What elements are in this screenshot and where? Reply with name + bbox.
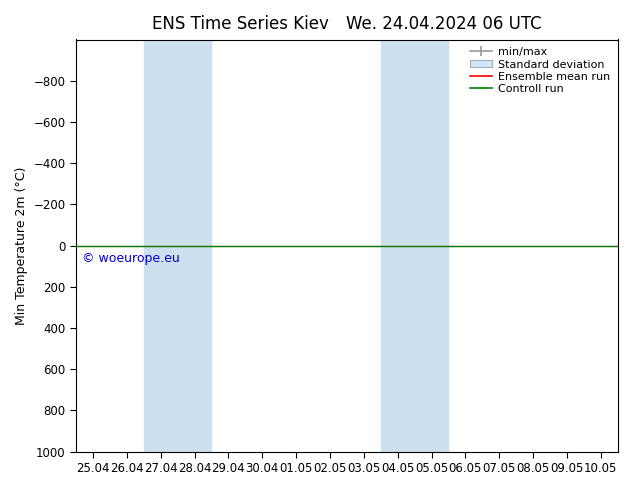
Bar bbox=[144, 40, 212, 452]
Y-axis label: Min Temperature 2m (°C): Min Temperature 2m (°C) bbox=[15, 166, 28, 325]
Text: ENS Time Series Kiev: ENS Time Series Kiev bbox=[153, 15, 329, 33]
Text: We. 24.04.2024 06 UTC: We. 24.04.2024 06 UTC bbox=[346, 15, 541, 33]
Text: © woeurope.eu: © woeurope.eu bbox=[82, 252, 179, 265]
Legend: min/max, Standard deviation, Ensemble mean run, Controll run: min/max, Standard deviation, Ensemble me… bbox=[468, 45, 612, 96]
Bar bbox=[381, 40, 448, 452]
